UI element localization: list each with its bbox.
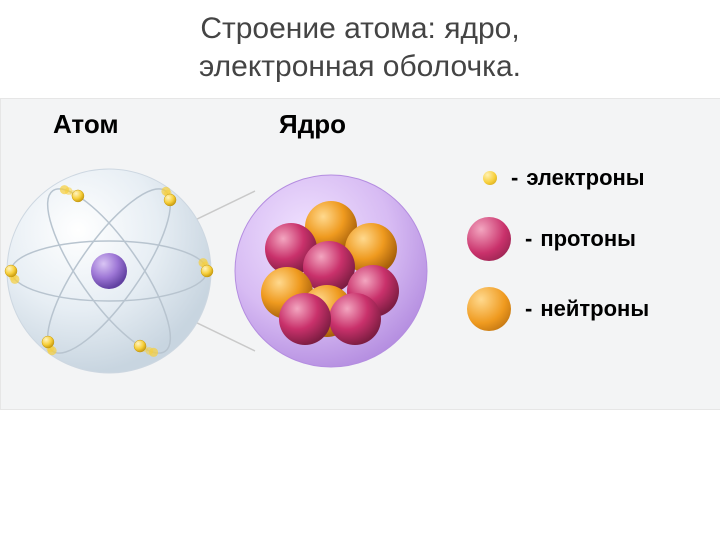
title-line2: электронная оболочка. bbox=[199, 50, 521, 83]
proton-icon bbox=[467, 217, 511, 261]
page-title: Строение атома: ядро, электронная оболоч… bbox=[0, 10, 720, 85]
legend-electron-label: электроны bbox=[526, 165, 644, 191]
electron-icon bbox=[483, 171, 497, 185]
neutron-icon bbox=[467, 287, 511, 331]
legend-dash: - bbox=[525, 296, 532, 322]
atom-diagram-panel: Атом Ядро bbox=[0, 98, 720, 410]
title-line1: Строение атома: ядро, bbox=[200, 12, 519, 45]
particle-legend: - электроны - протоны - нейтроны bbox=[467, 165, 649, 357]
legend-proton-row: - протоны bbox=[467, 217, 649, 261]
legend-proton-label: протоны bbox=[540, 226, 636, 252]
atom-nucleus-small bbox=[91, 253, 127, 289]
legend-electron-row: - электроны bbox=[467, 165, 649, 191]
legend-neutron-label: нейтроны bbox=[540, 296, 649, 322]
legend-neutron-row: - нейтроны bbox=[467, 287, 649, 331]
legend-dash: - bbox=[511, 165, 518, 191]
legend-dash: - bbox=[525, 226, 532, 252]
